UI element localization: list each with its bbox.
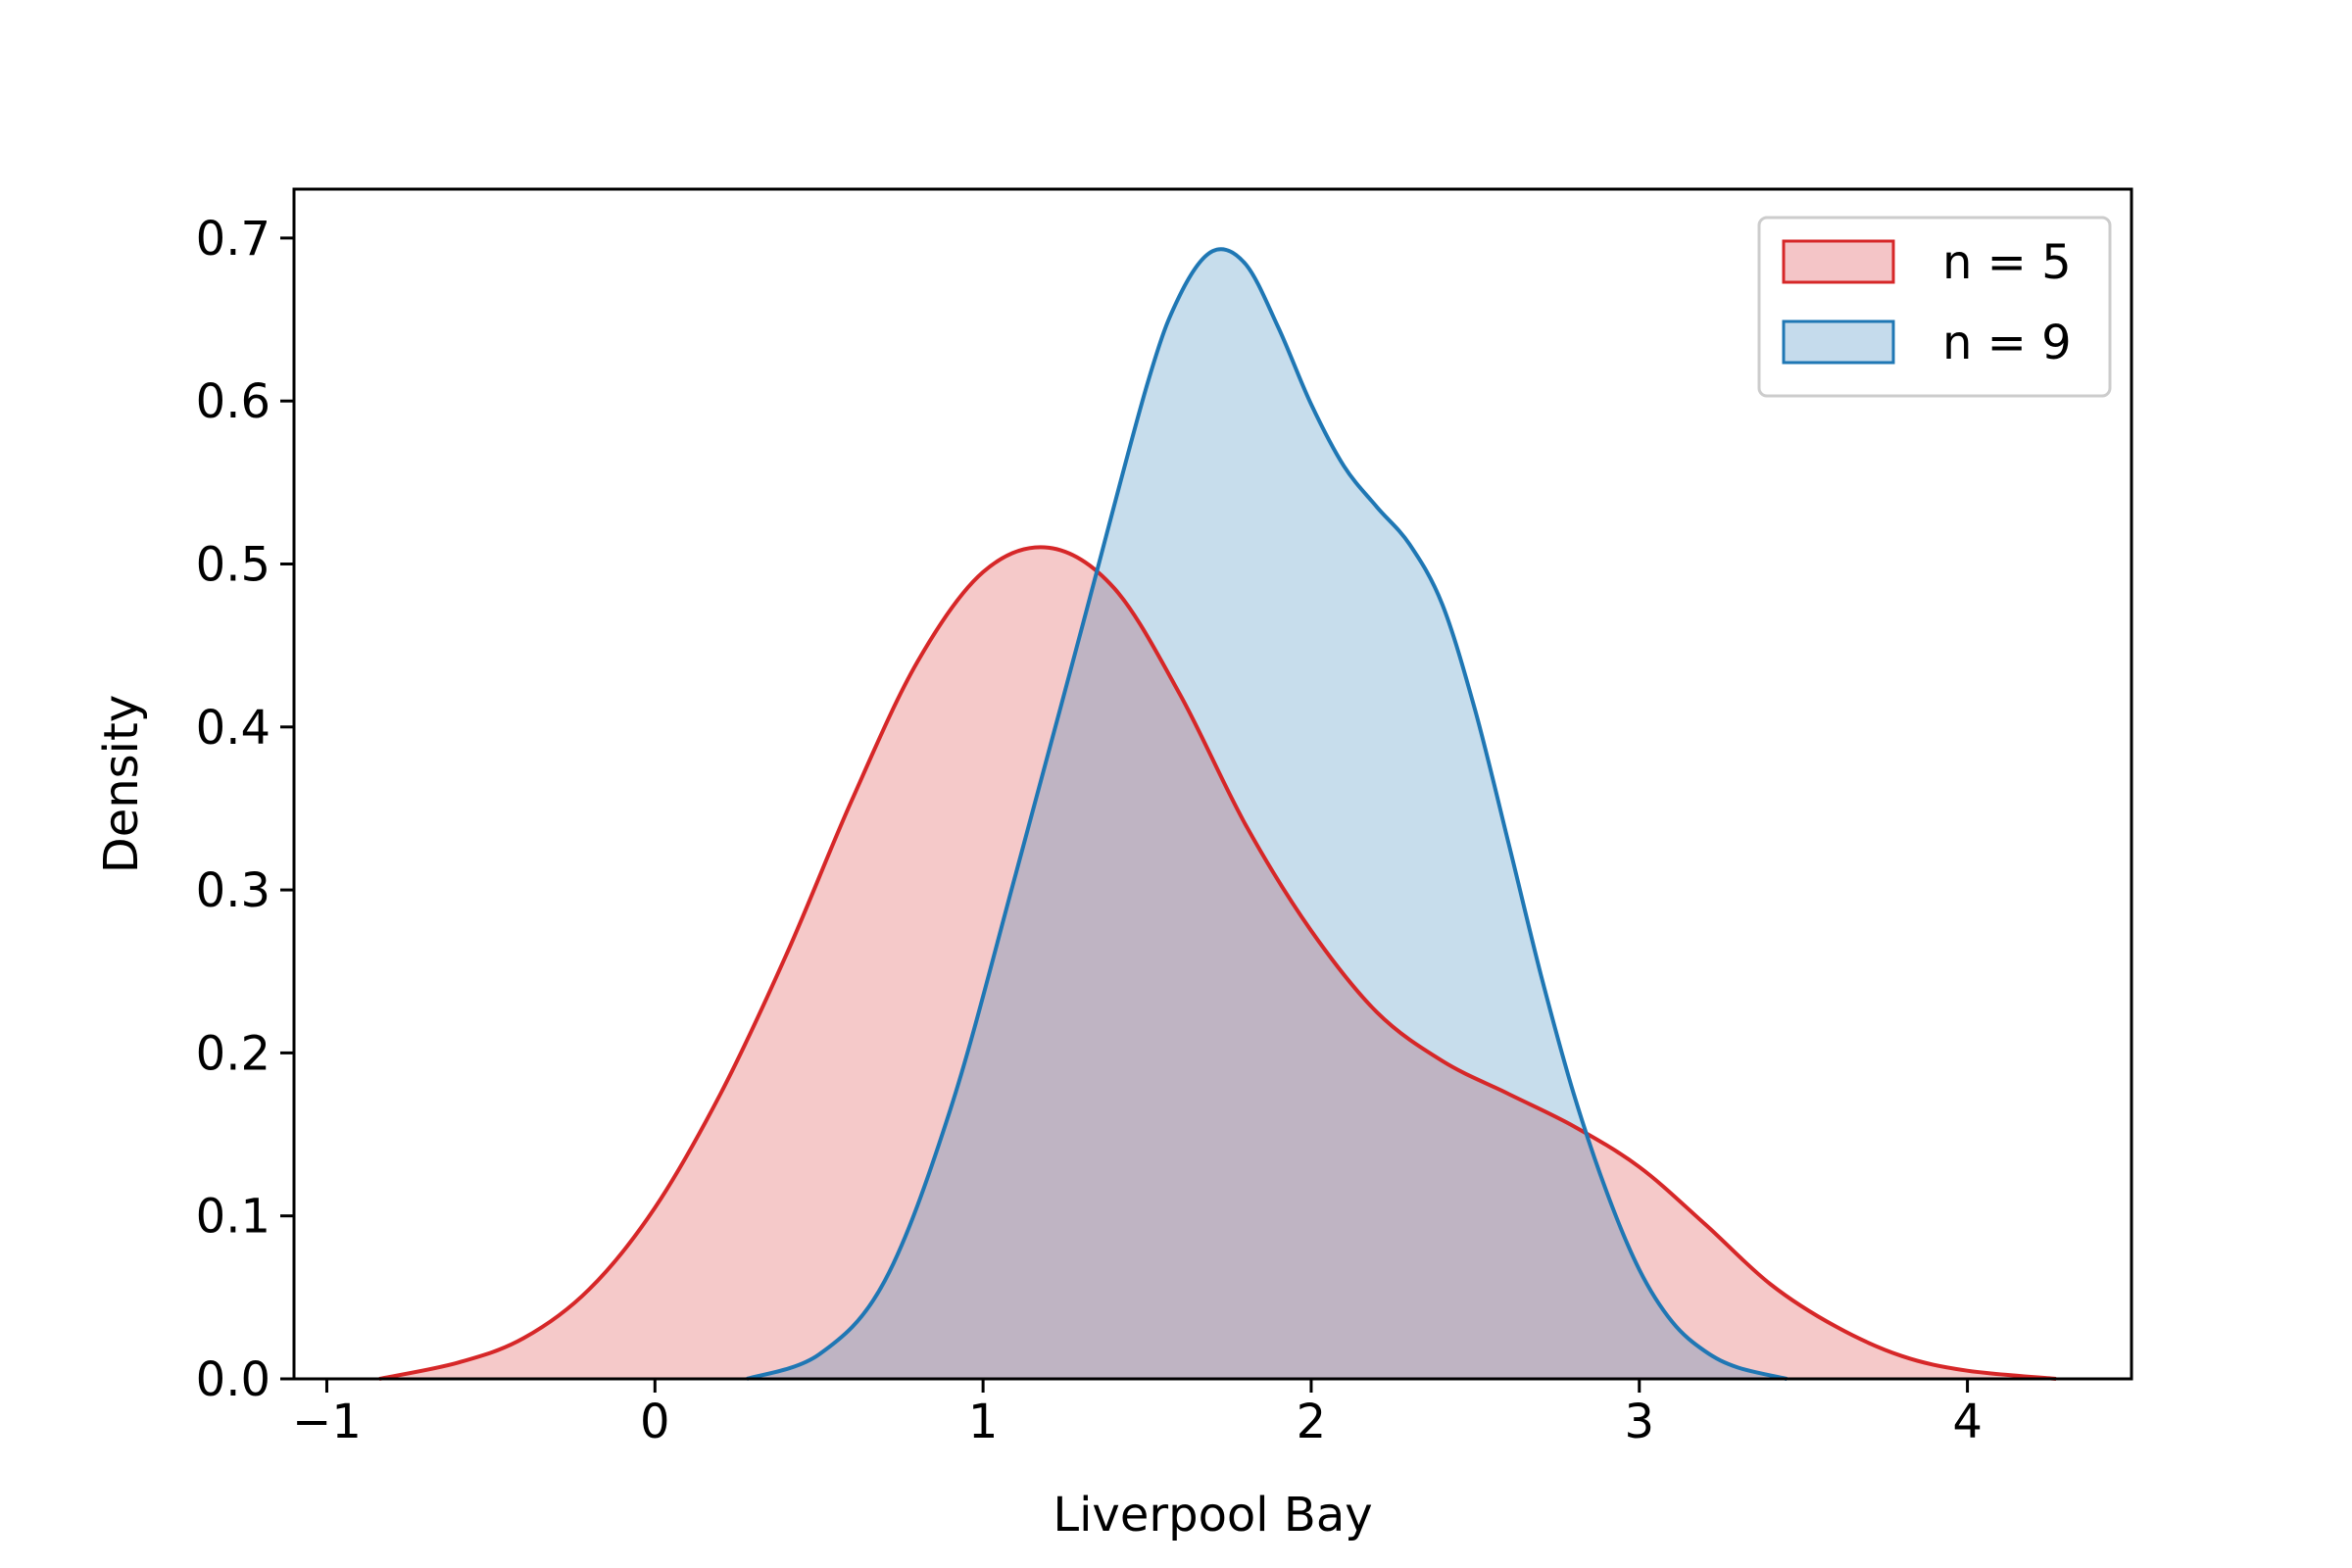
- x-tick-label: 1: [968, 1395, 999, 1449]
- y-tick-label: 0.7: [196, 212, 270, 267]
- density-line-n5: [378, 545, 2057, 1381]
- y-tick-label: 0.0: [196, 1352, 270, 1407]
- y-tick-label: 0.6: [196, 374, 270, 429]
- x-tick-label: 0: [640, 1395, 670, 1449]
- legend-swatch-n9: [1782, 319, 1895, 365]
- density-line-n9: [746, 247, 1788, 1381]
- x-tick-label: 3: [1624, 1395, 1654, 1449]
- y-axis-label: Density: [94, 695, 149, 873]
- x-tick-label: 2: [1297, 1395, 1327, 1449]
- density-area-n9: [747, 249, 1788, 1379]
- y-tick-label: 0.5: [196, 537, 270, 592]
- y-tick-label: 0.3: [196, 863, 270, 918]
- y-tick-label: 0.4: [196, 701, 270, 756]
- series-fills: [379, 249, 2057, 1379]
- x-tick-label: −1: [292, 1395, 362, 1449]
- plot-frame: [292, 187, 2133, 1381]
- series-lines: [378, 247, 2057, 1381]
- y-tick-label: 0.2: [196, 1026, 270, 1081]
- x-tick-label: 4: [1952, 1395, 1983, 1449]
- x-axis: −1 0 1 2 3 4: [292, 1379, 1983, 1449]
- legend-swatch-n5: [1782, 239, 1895, 284]
- legend: n = 5 n = 9: [1757, 216, 2112, 398]
- x-axis-label: Liverpool Bay: [1053, 1488, 1372, 1543]
- legend-label-n9: n = 9: [1942, 316, 2072, 370]
- y-tick-label: 0.1: [196, 1190, 270, 1245]
- y-axis: 0.0 0.1 0.2 0.3 0.4 0.5 0.6 0.7: [196, 212, 294, 1407]
- series-areas: [378, 247, 2057, 1381]
- legend-label-n5: n = 5: [1942, 235, 2072, 290]
- density-area-n5: [379, 547, 2057, 1379]
